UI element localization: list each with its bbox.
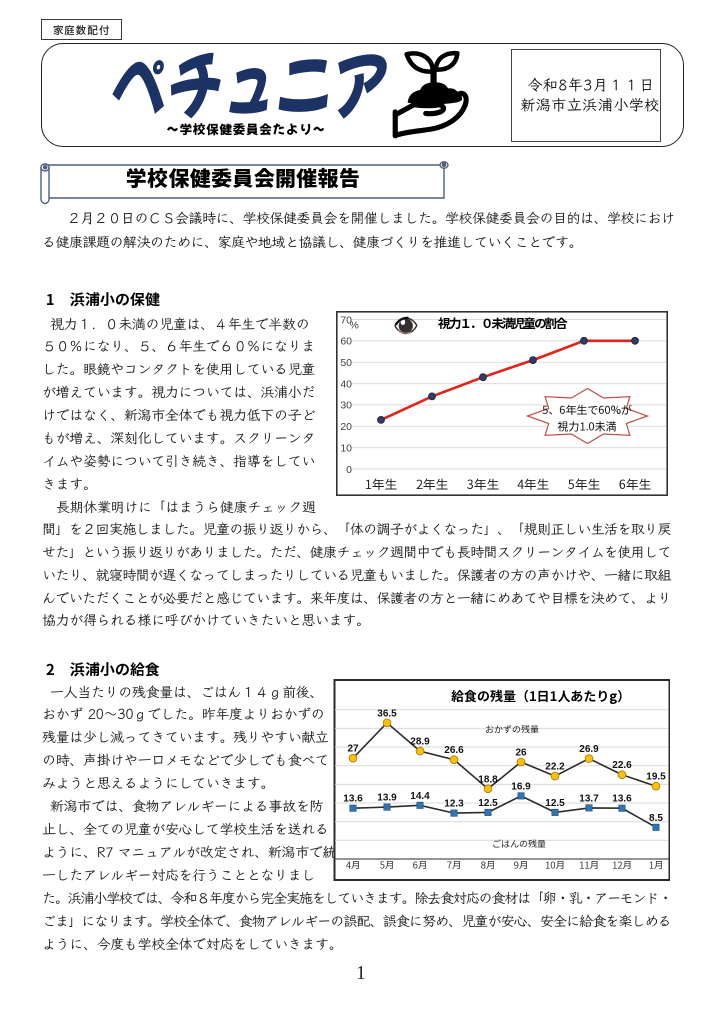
svg-text:1月: 1月 bbox=[649, 858, 664, 872]
svg-text:4年生: 4年生 bbox=[517, 474, 549, 493]
svg-text:28.9: 28.9 bbox=[410, 737, 430, 748]
svg-text:26.6: 26.6 bbox=[444, 745, 464, 756]
svg-text:3年生: 3年生 bbox=[467, 474, 499, 493]
svg-text:18.8: 18.8 bbox=[478, 774, 498, 785]
svg-text:5月: 5月 bbox=[380, 858, 395, 872]
svg-text:50: 50 bbox=[340, 357, 352, 369]
svg-text:16.9: 16.9 bbox=[511, 781, 531, 792]
svg-text:27: 27 bbox=[347, 744, 359, 755]
svg-text:20: 20 bbox=[340, 421, 352, 433]
svg-text:22.2: 22.2 bbox=[545, 762, 565, 773]
svg-text:10月: 10月 bbox=[545, 858, 565, 872]
svg-text:%: % bbox=[350, 320, 359, 332]
svg-text:1年生: 1年生 bbox=[365, 474, 397, 493]
svg-text:おかずの残量: おかずの残量 bbox=[485, 723, 539, 736]
svg-text:9月: 9月 bbox=[514, 858, 529, 872]
svg-text:視力１．０未満児童の割合: 視力１．０未満児童の割合 bbox=[437, 313, 568, 332]
svg-text:13.9: 13.9 bbox=[377, 793, 397, 804]
svg-text:給食の残量（1日1人あたりg）: 給食の残量（1日1人あたりg） bbox=[451, 686, 630, 705]
svg-text:36.5: 36.5 bbox=[377, 708, 397, 719]
svg-text:ごはんの残量: ごはんの残量 bbox=[492, 837, 546, 850]
svg-text:8.5: 8.5 bbox=[649, 813, 663, 824]
svg-text:2年生: 2年生 bbox=[416, 474, 448, 493]
svg-text:30: 30 bbox=[340, 400, 352, 412]
svg-text:0: 0 bbox=[346, 464, 352, 476]
svg-text:19.5: 19.5 bbox=[646, 772, 666, 783]
svg-text:13.6: 13.6 bbox=[343, 794, 363, 805]
svg-text:60: 60 bbox=[340, 336, 352, 348]
svg-text:12月: 12月 bbox=[612, 858, 632, 872]
svg-text:7月: 7月 bbox=[447, 858, 462, 872]
svg-text:4月: 4月 bbox=[346, 858, 361, 872]
svg-text:12.3: 12.3 bbox=[444, 799, 464, 810]
svg-text:6年生: 6年生 bbox=[619, 474, 651, 493]
svg-text:40: 40 bbox=[340, 378, 352, 390]
svg-text:5年生: 5年生 bbox=[567, 474, 600, 493]
svg-text:22.6: 22.6 bbox=[612, 760, 632, 771]
svg-text:8月: 8月 bbox=[481, 858, 496, 872]
svg-text:70: 70 bbox=[340, 314, 352, 326]
svg-text:26: 26 bbox=[515, 748, 527, 759]
svg-text:11月: 11月 bbox=[579, 858, 599, 872]
svg-text:14.4: 14.4 bbox=[410, 791, 430, 802]
svg-text:26.9: 26.9 bbox=[579, 744, 599, 755]
svg-text:6月: 6月 bbox=[413, 858, 428, 872]
svg-text:13.6: 13.6 bbox=[612, 794, 632, 805]
svg-text:視力1.0未満: 視力1.0未満 bbox=[557, 419, 616, 435]
svg-text:5、6年生で60%が: 5、6年生で60%が bbox=[542, 402, 632, 418]
svg-text:12.5: 12.5 bbox=[478, 798, 498, 809]
svg-text:13.7: 13.7 bbox=[579, 793, 599, 804]
svg-text:12.5: 12.5 bbox=[545, 798, 565, 809]
svg-text:10: 10 bbox=[340, 442, 352, 454]
